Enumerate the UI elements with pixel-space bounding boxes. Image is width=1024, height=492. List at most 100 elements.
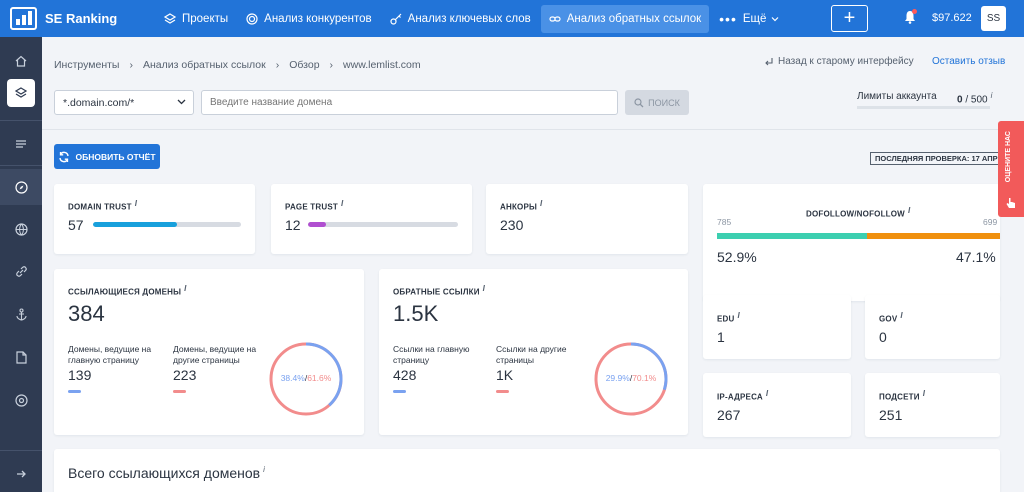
info-icon[interactable]: i — [482, 284, 486, 293]
domain-trust-title-text: DOMAIN TRUST — [68, 202, 132, 212]
chevron-right-icon: › — [329, 59, 334, 71]
info-icon[interactable]: i — [737, 311, 740, 320]
backlinks-value: 1.5K — [393, 301, 439, 326]
nav-backlinks[interactable]: Анализ обратных ссылок — [540, 4, 710, 33]
backlinks-title: ОБРАТНЫЕ ССЫЛКИ i — [393, 284, 485, 297]
nav-more[interactable]: ••• Ещё — [711, 11, 787, 27]
backlinks-card: ОБРАТНЫЕ ССЫЛКИ i 1.5K Ссылки на главную … — [379, 269, 688, 435]
info-icon[interactable]: i — [340, 199, 344, 208]
domain-trust-card: DOMAIN TRUST i 57 — [54, 184, 255, 254]
info-icon[interactable]: i — [263, 465, 265, 475]
page-trust-card: PAGE TRUST i 12 — [271, 184, 472, 254]
nav-competitors[interactable]: Анализ конкурентов — [238, 5, 380, 33]
anchors-title: АНКОРЫ i — [500, 199, 542, 212]
rate-us-tab[interactable]: ОЦЕНИТЕ НАС — [998, 121, 1024, 217]
ref-domains-title: ССЫЛАЮЩИЕСЯ ДОМЕНЫ i — [68, 284, 187, 297]
edu-card: EDU i 1 — [703, 295, 851, 359]
info-icon[interactable]: i — [540, 199, 543, 208]
home-legend-bar — [393, 390, 406, 393]
nav-backlinks-label: Анализ обратных ссылок — [566, 12, 702, 25]
nav-keywords-label: Анализ ключевых слов — [407, 12, 531, 25]
info-icon[interactable]: i — [907, 206, 911, 215]
link-icon — [549, 15, 561, 22]
info-icon[interactable]: i — [184, 284, 187, 293]
dofollow-pct: 52.9% — [717, 249, 757, 265]
list-icon — [16, 140, 26, 148]
gov-value: 0 — [879, 329, 887, 345]
edu-value: 1 — [717, 329, 725, 345]
page-trust-title-text: PAGE TRUST — [285, 202, 338, 212]
info-icon[interactable]: i — [922, 389, 926, 398]
backlinks-home-label: Ссылки на главную страницу — [393, 344, 470, 365]
ref-domains-card: ССЫЛАЮЩИЕСЯ ДОМЕНЫ i 384 Домены, ведущие … — [54, 269, 364, 435]
edu-title-text: EDU — [717, 314, 735, 324]
nofollow-count: 699 — [983, 217, 998, 227]
domain-search-input[interactable] — [201, 90, 618, 115]
ref-domains-other-label: Домены, ведущие на другие страницы — [173, 344, 257, 365]
sidebar-globe[interactable] — [0, 211, 42, 247]
avatar[interactable]: SS — [981, 6, 1006, 31]
subnets-card: ПОДСЕТИ i 251 — [865, 373, 1000, 437]
sidebar-home[interactable] — [0, 43, 42, 79]
donut-other-pct: 61.6% — [307, 373, 332, 383]
breadcrumb-tools[interactable]: Инструменты — [54, 59, 120, 71]
layers-icon — [15, 87, 27, 98]
layers-icon — [164, 12, 176, 24]
nav-more-label: Ещё — [742, 12, 767, 25]
limits-total: / 500 — [965, 94, 988, 106]
sidebar-links[interactable] — [0, 253, 42, 289]
leave-feedback-link[interactable]: Оставить отзыв — [932, 56, 1006, 67]
refresh-icon — [59, 151, 70, 162]
breadcrumb-backlinks[interactable]: Анализ обратных ссылок — [142, 59, 266, 71]
search-button[interactable]: ПОИСК — [625, 90, 689, 115]
sidebar-compass[interactable] — [0, 169, 42, 205]
left-sidebar — [0, 37, 42, 492]
domain-trust-title: DOMAIN TRUST i — [68, 199, 137, 212]
info-icon[interactable]: i — [134, 199, 138, 208]
sidebar-anchor[interactable] — [0, 296, 42, 332]
donut-home-arc — [594, 342, 668, 416]
balance[interactable]: $97.622 — [932, 12, 972, 24]
sidebar-expand[interactable] — [0, 456, 42, 492]
backlinks-title-text: ОБРАТНЫЕ ССЫЛКИ — [393, 287, 480, 297]
back-to-old-ui-link[interactable]: Назад к старому интерфейсу — [764, 56, 914, 67]
arrow-right-icon — [17, 470, 26, 478]
logo[interactable]: SE Ranking — [0, 7, 150, 30]
scope-select[interactable]: *.domain.com/* — [54, 90, 194, 115]
dofollow-split-bar — [717, 233, 1000, 239]
key-icon — [390, 13, 402, 25]
sidebar-list[interactable] — [0, 126, 42, 162]
compass-icon — [14, 180, 28, 194]
ref-domains-title-text: ССЫЛАЮЩИЕСЯ ДОМЕНЫ — [68, 287, 182, 297]
backlinks-other-label: Ссылки на другие страницы — [496, 344, 567, 365]
refresh-report-button[interactable]: ОБНОВИТЬ ОТЧЁТ — [54, 144, 160, 169]
gov-title-text: GOV — [879, 314, 898, 324]
info-icon[interactable]: i — [765, 389, 769, 398]
donut-home-pct: 38.4% — [280, 373, 305, 383]
main-content: Инструменты › Анализ обратных ссылок › О… — [42, 37, 1024, 492]
target-icon — [246, 12, 258, 25]
dofollow-count: 785 — [717, 217, 732, 227]
other-legend-bar — [173, 390, 186, 393]
backlinks-other-value: 1K — [496, 367, 514, 383]
home-icon — [15, 55, 27, 67]
chevron-right-icon: › — [275, 59, 280, 71]
nav-projects[interactable]: Проекты — [156, 5, 236, 33]
nofollow-segment — [866, 233, 1000, 239]
top-navbar: SE Ranking Проекты Анализ конкурентов Ан… — [0, 0, 1024, 37]
breadcrumb-overview[interactable]: Обзор — [289, 59, 320, 71]
back-link-label: Назад к старому интерфейсу — [778, 56, 914, 67]
sidebar-settings[interactable] — [0, 382, 42, 418]
chevron-right-icon: › — [129, 59, 133, 71]
info-icon[interactable]: i — [900, 311, 903, 320]
nav-keywords[interactable]: Анализ ключевых слов — [382, 5, 539, 33]
sidebar-document[interactable] — [0, 339, 42, 375]
dofollow-title: DOFOLLOW/NOFOLLOW i — [806, 206, 910, 219]
dofollow-segment — [717, 233, 867, 239]
other-legend-bar — [496, 390, 509, 393]
add-button[interactable]: + — [831, 5, 868, 32]
nofollow-pct: 47.1% — [956, 249, 996, 265]
subnets-value: 251 — [879, 407, 903, 423]
sidebar-layers[interactable] — [7, 79, 35, 107]
info-icon[interactable]: i — [990, 91, 993, 100]
